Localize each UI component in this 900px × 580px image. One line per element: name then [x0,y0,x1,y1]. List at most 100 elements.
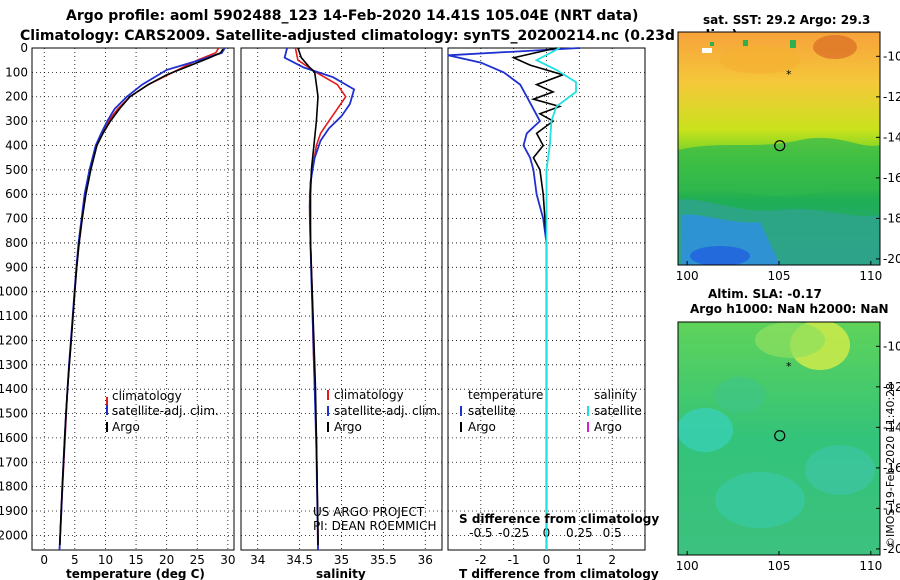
sla-map: Altim. SLA: -0.17 Argo h1000: NaN h2000:… [676,287,900,573]
depth-tick-label: 1700 [0,455,28,469]
x-tick-label: 5 [71,553,79,567]
pi-credit: PI: DEAN ROEMMICH [313,519,436,533]
salinity-grid [241,47,442,550]
depth-tick-label: 900 [5,260,28,274]
x-tick-label: 34.5 [286,553,313,567]
depth-tick-label: 800 [5,236,28,250]
sla-map-ticks: 100 105 110 -10 -12 -14 -16 -18 -20 [676,339,900,573]
salinity-xlabel: salinity [316,567,366,580]
figure-title-line1: Argo profile: aoml 5902488_123 14-Feb-20… [66,8,638,24]
map-y-tick-label: -12 [883,380,900,394]
map-y-tick-label: -18 [883,501,900,515]
legend-t-satellite: satellite [468,404,516,418]
imos-credit: ©IMOS 19-Feb-2020 11:40:28 [884,383,897,548]
map-y-tick-label: -16 [883,461,900,475]
difference-legend: temperature salinity satellite Argo sate… [460,388,642,434]
difference-xlabel: T difference from climatology [459,567,659,580]
x-tick-label: 1 [576,553,584,567]
x-tick-label: 20 [159,553,174,567]
sst-island-marker: * [786,68,792,81]
depth-tick-label: 500 [5,163,28,177]
map-y-tick-label: -14 [883,420,900,434]
map-y-tick-label: -18 [883,211,900,225]
map-y-tick-label: -10 [883,49,900,63]
depth-tick-label: 100 [5,65,28,79]
x-tick-label: 10 [98,553,113,567]
legend-climatology: climatology [334,388,404,402]
map-y-tick-label: -10 [883,339,900,353]
depth-tick-label: 0 [20,41,28,55]
x-tick-label: 35 [334,553,349,567]
sla-map-title: Altim. SLA: -0.17 [708,287,822,301]
sst-map-title: sat. SST: 29.2 Argo: 29.3 [703,13,870,27]
temperature-grid [32,47,234,550]
legend-climatology: climatology [112,389,182,403]
depth-tick-label: 1900 [0,504,28,518]
s-diff-tick-label: -0.25 [498,526,529,540]
s-diff-tick-label: -0.5 [469,526,492,540]
depth-tick-labels: 0 100 200 300 400 500 600 700 800 900 1000 1100 1200… [0,41,28,542]
map-x-tick-label: 110 [859,269,882,283]
s-diff-tick-label: 0.5 [603,526,622,540]
x-tick-label: 15 [128,553,143,567]
map-x-tick-label: 100 [676,559,699,573]
difference-series [447,47,580,550]
depth-tick-label: 1200 [0,333,28,347]
map-x-tick-label: 110 [859,559,882,573]
salinity-series [283,47,356,551]
depth-tick-label: 1000 [0,285,28,299]
salinity-legend: climatology satellite-adj. clim. Argo [327,388,441,434]
legend-header-salinity: salinity [594,388,637,402]
legend-argo: Argo [334,420,362,434]
series-line-argo [59,48,224,546]
legend-s-argo: Argo [594,420,622,434]
depth-tick-label: 1600 [0,431,28,445]
series-line-s-satellite [534,47,577,550]
salinity-panel: 34 34.5 35 35.5 36 salinity climatology sate… [240,47,443,580]
temperature-tick-labels: 0 5 10 15 20 25 30 [40,553,235,567]
salinity-frame [240,47,443,551]
salinity-tick-labels: 34 34.5 35 35.5 36 [250,553,433,567]
figure-title-line2: Climatology: CARS2009. Satellite-adjuste… [20,28,738,44]
sst-field [678,32,880,265]
map-x-tick-label: 100 [676,269,699,283]
map-x-tick-label: 105 [768,269,791,283]
depth-tick-label: 1400 [0,382,28,396]
depth-tick-label: 700 [5,212,28,226]
sla-argo-marker [774,430,786,442]
map-y-tick-label: -16 [883,171,900,185]
x-tick-label: -1 [508,553,520,567]
difference-tick-labels: -2 -1 0 1 2-0.5 -0.25 0 0.25 0.5 [469,526,622,567]
depth-tick-label: 400 [5,138,28,152]
s-diff-tick-label: 0.25 [566,526,593,540]
map-y-tick-label: -12 [883,90,900,104]
x-tick-label: 36 [418,553,433,567]
temperature-xlabel: temperature (deg C) [66,567,205,580]
sst-map: sat. SST: 29.2 Argo: 29.3 100 105 110 -10 -1… [676,13,900,283]
sla-field [678,322,880,555]
difference-panel: -2 -1 0 1 2-0.5 -0.25 0 0.25 0.5 T difference fr… [447,47,659,580]
x-tick-label: 0 [40,553,48,567]
sla-island-marker: * [786,360,792,373]
legend-t-argo: Argo [468,420,496,434]
map-x-tick-label: 105 [768,559,791,573]
x-tick-label: -2 [475,553,487,567]
temperature-panel: 0100200300400500600700800900100011001200… [0,41,236,580]
legend-satellite: satellite-adj. clim. [112,404,219,418]
depth-tick-label: 1100 [0,309,28,323]
map-y-tick-label: -14 [883,130,900,144]
temperature-series [58,47,226,551]
series-line-argo [297,47,319,546]
x-tick-label: 0 [543,553,551,567]
depth-tick-label: 200 [5,90,28,104]
sst-argo-marker [774,140,786,152]
depth-tick-label: 1300 [0,358,28,372]
sla-map-subtitle: Argo h1000: NaN h2000: NaN [690,302,889,316]
x-tick-label: 34 [250,553,265,567]
legend-argo: Argo [112,420,140,434]
map-y-tick-label: -20 [883,542,900,556]
sst-map-ticks: 100 105 110 -10 -12 -14 -16 -18 -20 [676,49,900,283]
depth-tick-label: 300 [5,114,28,128]
